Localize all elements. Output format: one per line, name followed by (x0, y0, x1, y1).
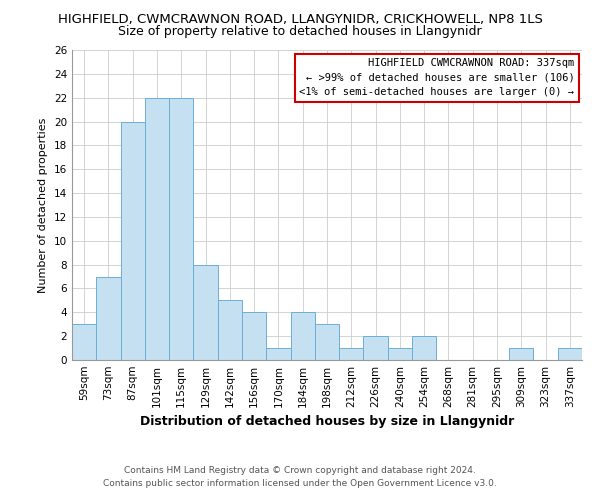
Bar (121, 122, 145, 360)
Text: HIGHFIELD CWMCRAWNON ROAD: 337sqm
← >99% of detached houses are smaller (106)
<1: HIGHFIELD CWMCRAWNON ROAD: 337sqm ← >99%… (299, 58, 574, 98)
Bar (388, 348, 412, 360)
Bar (193, 264, 218, 360)
Bar (412, 336, 436, 360)
Y-axis label: Number of detached properties: Number of detached properties (38, 118, 49, 292)
Bar (290, 312, 315, 360)
Text: Contains HM Land Registry data © Crown copyright and database right 2024.
Contai: Contains HM Land Registry data © Crown c… (103, 466, 497, 487)
Bar (242, 312, 266, 360)
Bar (96, 276, 121, 360)
Bar (72, 324, 96, 360)
Text: HIGHFIELD, CWMCRAWNON ROAD, LLANGYNIDR, CRICKHOWELL, NP8 1LS: HIGHFIELD, CWMCRAWNON ROAD, LLANGYNIDR, … (58, 12, 542, 26)
Bar (558, 348, 582, 360)
Bar (509, 348, 533, 360)
Bar (364, 336, 388, 360)
Text: Size of property relative to detached houses in Llangynidr: Size of property relative to detached ho… (118, 25, 482, 38)
Bar (339, 348, 364, 360)
Bar (145, 98, 169, 360)
Bar (266, 348, 290, 360)
Bar (169, 98, 193, 360)
Bar (315, 324, 339, 360)
X-axis label: Distribution of detached houses by size in Llangynidr: Distribution of detached houses by size … (140, 416, 514, 428)
Bar (218, 300, 242, 360)
